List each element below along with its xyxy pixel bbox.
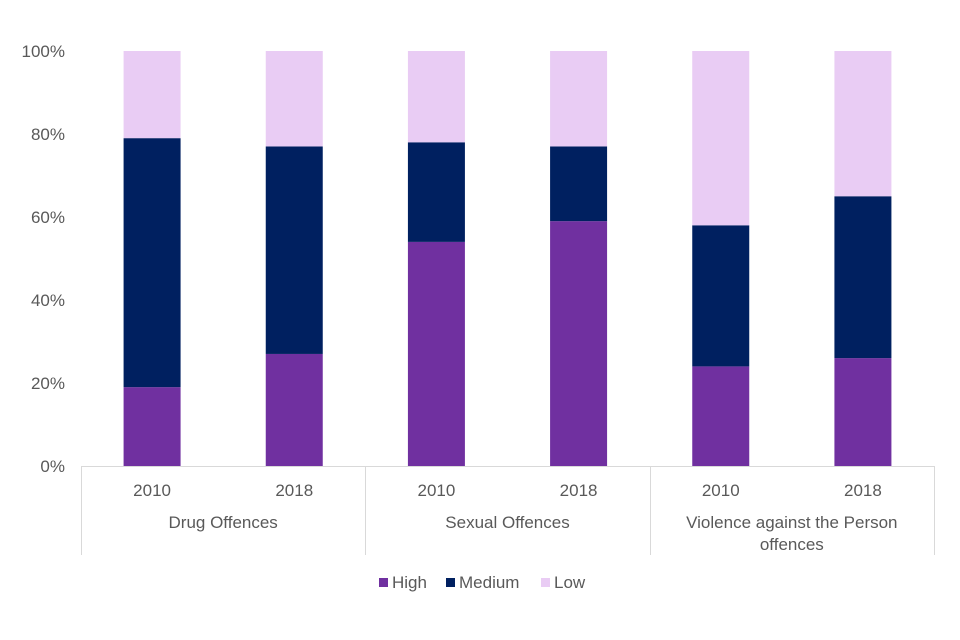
group-label: offences	[760, 535, 824, 554]
bar-stack	[550, 51, 608, 466]
y-tick-label: 40%	[31, 291, 65, 310]
bar-segment-medium	[265, 146, 323, 354]
bar-stack	[123, 51, 181, 466]
bar-segment-medium	[834, 196, 892, 359]
legend-label: High	[392, 573, 427, 592]
bar-stack	[692, 51, 750, 466]
legend-swatch	[379, 578, 388, 587]
y-tick-label: 100%	[22, 42, 65, 61]
bar-segment-low	[265, 51, 323, 147]
bar-stack	[834, 51, 892, 466]
x-tick-label: 2010	[702, 481, 740, 500]
bar-segment-medium	[407, 142, 465, 242]
bar-segment-high	[123, 387, 181, 466]
legend-item-high: High	[379, 573, 427, 592]
y-tick-label: 60%	[31, 208, 65, 227]
bar-segment-low	[407, 51, 465, 143]
x-tick-label: 2018	[560, 481, 598, 500]
group-label: Violence against the Person	[686, 513, 897, 532]
bar-segment-high	[550, 221, 608, 466]
legend: High Medium Low	[379, 573, 586, 592]
y-tick-label: 80%	[31, 125, 65, 144]
bar-stack	[407, 51, 465, 466]
x-axis: 2010 2018 Drug Offences 2010 2018 Sexual Offe…	[81, 466, 935, 555]
bar-segment-medium	[123, 138, 181, 388]
bar-segment-high	[692, 366, 750, 466]
x-tick-label: 2018	[275, 481, 313, 500]
group-label: Drug Offences	[169, 513, 278, 532]
x-tick-label: 2010	[418, 481, 456, 500]
bar-segment-low	[834, 51, 892, 197]
bar-segment-low	[123, 51, 181, 139]
x-tick-label: 2010	[133, 481, 171, 500]
x-tick-label: 2018	[844, 481, 882, 500]
bar-segment-medium	[550, 146, 608, 222]
bar-segment-medium	[692, 225, 750, 367]
y-axis: 0% 20% 40% 60% 80% 100%	[22, 42, 65, 476]
legend-label: Medium	[459, 573, 519, 592]
bar-segment-high	[407, 241, 465, 466]
bars	[123, 51, 892, 466]
legend-label: Low	[554, 573, 586, 592]
bar-segment-high	[265, 353, 323, 466]
group-label: Sexual Offences	[445, 513, 569, 532]
bar-segment-high	[834, 358, 892, 466]
bar-segment-low	[550, 51, 608, 147]
legend-swatch	[541, 578, 550, 587]
legend-item-medium: Medium	[446, 573, 519, 592]
y-tick-label: 20%	[31, 374, 65, 393]
bar-segment-low	[692, 51, 750, 226]
legend-swatch	[446, 578, 455, 587]
legend-item-low: Low	[541, 573, 586, 592]
y-tick-label: 0%	[40, 457, 65, 476]
bar-stack	[265, 51, 323, 466]
